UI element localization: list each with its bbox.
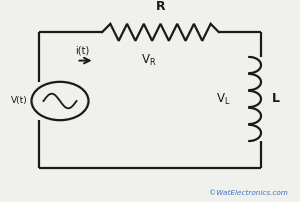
Text: $\mathregular{V_R}$: $\mathregular{V_R}$: [141, 53, 156, 68]
Text: V(t): V(t): [11, 97, 28, 105]
Text: i(t): i(t): [75, 45, 89, 56]
Text: $\mathregular{V_L}$: $\mathregular{V_L}$: [216, 92, 231, 106]
Text: L: L: [272, 93, 280, 105]
Text: R: R: [156, 0, 165, 13]
Text: ©WatElectronics.com: ©WatElectronics.com: [209, 190, 288, 196]
